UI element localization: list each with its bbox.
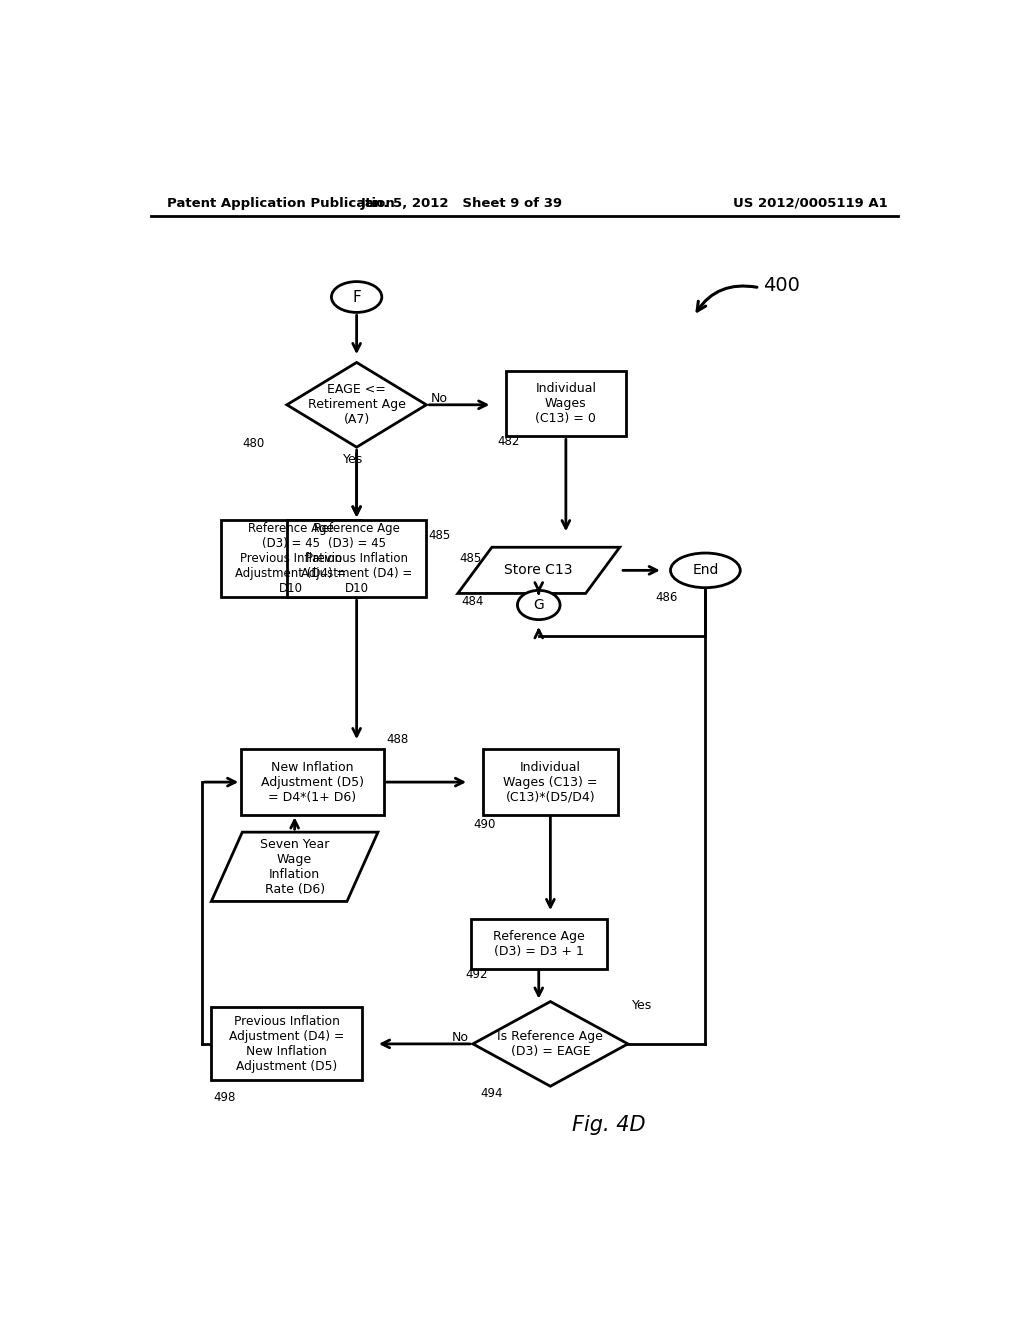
Text: Store C13: Store C13 (505, 564, 573, 577)
Bar (241, 750, 384, 814)
Text: 490: 490 (473, 818, 496, 832)
Text: 485: 485 (428, 529, 451, 543)
Text: Individual
Wages (C13) =
(C13)*(D5/D4): Individual Wages (C13) = (C13)*(D5/D4) (503, 760, 598, 804)
Polygon shape (473, 1002, 628, 1086)
Text: 498: 498 (213, 1092, 236, 1105)
Text: Patent Application Publication: Patent Application Publication (167, 197, 394, 210)
Text: Previous Inflation
Adjustment (D4) =
New Inflation
Adjustment (D5): Previous Inflation Adjustment (D4) = New… (229, 1015, 344, 1073)
Text: US 2012/0005119 A1: US 2012/0005119 A1 (733, 197, 888, 210)
Text: G: G (534, 598, 544, 612)
Text: Fig. 4D: Fig. 4D (571, 1115, 645, 1135)
Text: Reference Age
(D3) = 45
Previous Inflation
Adjustment (D4) =
D10: Reference Age (D3) = 45 Previous Inflati… (236, 523, 346, 595)
Text: No: No (430, 392, 447, 405)
Text: 494: 494 (480, 1088, 503, 1101)
Text: F: F (352, 289, 361, 305)
Text: 492: 492 (465, 968, 487, 981)
Ellipse shape (517, 590, 560, 619)
Bar (211, 1007, 362, 1081)
Text: 480: 480 (243, 437, 265, 450)
Ellipse shape (332, 281, 382, 313)
Bar (471, 919, 606, 969)
Text: 400: 400 (764, 276, 801, 294)
Text: New Inflation
Adjustment (D5)
= D4*(1+ D6): New Inflation Adjustment (D5) = D4*(1+ D… (261, 760, 364, 804)
Text: Reference Age
(D3) = D3 + 1: Reference Age (D3) = D3 + 1 (493, 929, 585, 958)
Bar (506, 371, 626, 436)
Bar (287, 520, 426, 597)
Text: EAGE <=
Retirement Age
(A7): EAGE <= Retirement Age (A7) (307, 383, 406, 426)
Text: 488: 488 (386, 733, 409, 746)
Polygon shape (211, 832, 378, 902)
Bar (482, 750, 618, 814)
Ellipse shape (671, 553, 740, 587)
Text: End: End (692, 564, 719, 577)
Text: 485: 485 (460, 552, 482, 565)
Text: Reference Age
(D3) = 45
Previous Inflation
Adjustment (D4) =
D10: Reference Age (D3) = 45 Previous Inflati… (301, 523, 413, 595)
Text: Yes: Yes (343, 453, 362, 466)
Text: No: No (452, 1031, 469, 1044)
Polygon shape (458, 548, 620, 594)
Text: Is Reference Age
(D3) = EAGE: Is Reference Age (D3) = EAGE (498, 1030, 603, 1057)
Text: Yes: Yes (632, 999, 652, 1012)
Text: Seven Year
Wage
Inflation
Rate (D6): Seven Year Wage Inflation Rate (D6) (260, 838, 330, 896)
Text: 486: 486 (655, 591, 677, 603)
Text: Individual
Wages
(C13) = 0: Individual Wages (C13) = 0 (536, 381, 596, 425)
Polygon shape (287, 363, 426, 447)
Bar (221, 520, 360, 597)
Text: 484: 484 (461, 594, 483, 607)
Text: 482: 482 (497, 436, 519, 449)
Text: Jan. 5, 2012   Sheet 9 of 39: Jan. 5, 2012 Sheet 9 of 39 (360, 197, 562, 210)
